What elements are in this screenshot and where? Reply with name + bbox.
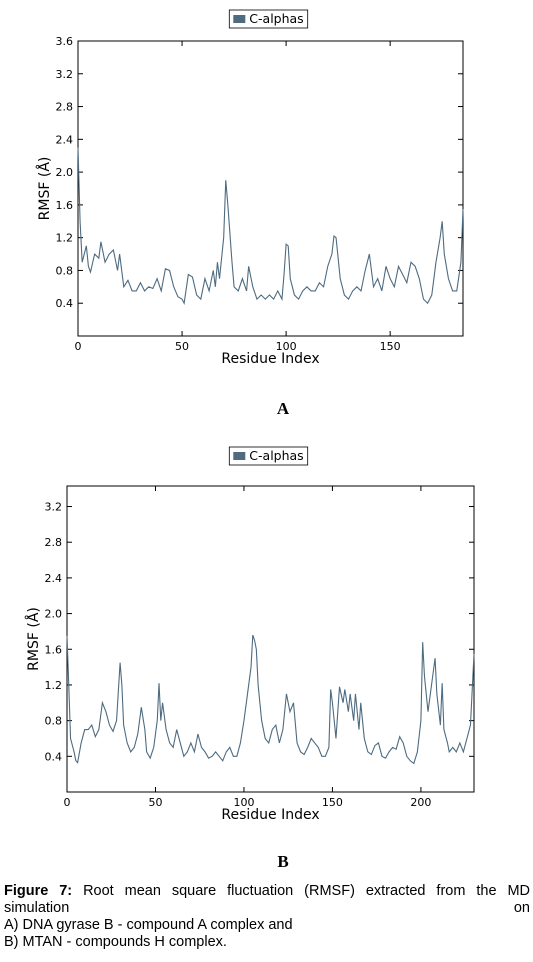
x-tick-label: 0 xyxy=(75,340,82,353)
y-tick-label: 3.2 xyxy=(56,68,74,81)
data-line xyxy=(66,634,475,765)
y-tick-label: 1.6 xyxy=(45,643,63,656)
y-tick-label: 0.8 xyxy=(45,715,63,728)
y-tick-label: 1.6 xyxy=(56,199,74,212)
x-tick-label: 100 xyxy=(276,340,297,353)
legend: C-alphas xyxy=(228,446,309,466)
legend-label: C-alphas xyxy=(249,11,303,26)
x-tick-label: 200 xyxy=(410,796,431,809)
x-tick-label: 50 xyxy=(175,340,189,353)
panel-label: A xyxy=(277,399,290,418)
y-tick-label: 2.4 xyxy=(56,133,74,146)
caption-text: A) DNA gyrase B - compound A complex and xyxy=(4,917,293,933)
x-tick-label: 0 xyxy=(64,796,71,809)
x-tick-label: 150 xyxy=(380,340,401,353)
legend: C-alphas xyxy=(228,9,309,29)
y-tick-label: 2.0 xyxy=(45,608,63,621)
panel-label: B xyxy=(277,852,288,871)
y-tick-label: 2.4 xyxy=(45,572,63,585)
y-tick-label: 2.8 xyxy=(45,536,63,549)
legend-swatch xyxy=(233,452,246,460)
caption-label: Figure 7: xyxy=(4,883,73,899)
legend-swatch xyxy=(233,15,246,23)
legend-frame xyxy=(228,9,309,29)
legend-label: C-alphas xyxy=(249,448,303,463)
y-axis-label: RMSF (Å) xyxy=(25,607,42,671)
caption-text: B) MTAN - compounds H complex. xyxy=(4,934,227,950)
x-tick-label: 150 xyxy=(322,796,343,809)
legend-frame xyxy=(228,446,309,466)
y-tick-label: 0.4 xyxy=(56,297,74,310)
y-tick-label: 1.2 xyxy=(56,232,74,245)
caption: Figure 7: Root mean square fluctuation (… xyxy=(4,883,530,951)
y-axis-label: RMSF (Å) xyxy=(36,157,53,221)
y-tick-label: 3.2 xyxy=(45,501,63,514)
y-tick-label: 0.4 xyxy=(45,750,63,763)
y-tick-label: 2.0 xyxy=(56,166,74,179)
caption-text: Root mean square fluctuation (RMSF) extr… xyxy=(4,883,530,916)
caption-first-line: Figure 7: Root mean square fluctuation (… xyxy=(4,883,530,917)
y-tick-label: 2.8 xyxy=(56,101,74,114)
figure: 0.40.81.21.62.02.42.83.23.60 50 100 150Resi… xyxy=(25,9,475,871)
plot-frame xyxy=(77,40,464,337)
x-axis-label: Residue Index xyxy=(221,351,319,367)
x-tick-label: 100 xyxy=(233,796,254,809)
data-line xyxy=(77,147,464,306)
y-tick-label: 3.6 xyxy=(56,35,74,48)
x-axis-label: Residue Index xyxy=(221,807,319,823)
y-tick-label: 0.8 xyxy=(56,264,74,277)
y-tick-label: 1.2 xyxy=(45,679,63,692)
x-tick-label: 50 xyxy=(148,796,162,809)
